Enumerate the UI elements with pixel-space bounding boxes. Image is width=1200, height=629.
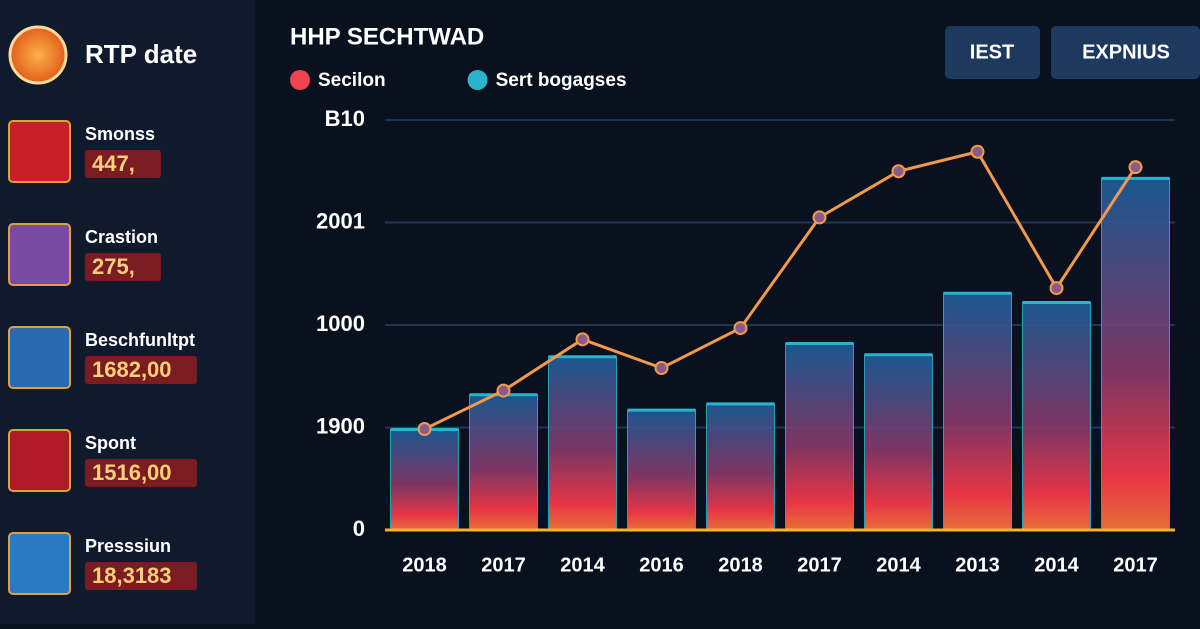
item-name: Smonss — [85, 124, 155, 144]
item-icon — [8, 326, 71, 389]
y-tick-label: 1900 — [316, 413, 365, 438]
item-value-box — [85, 562, 197, 590]
item-value-box — [85, 356, 197, 384]
legend-marker — [290, 70, 310, 90]
x-tick-label: 2014 — [560, 554, 605, 576]
x-tick-label: 2016 — [639, 554, 684, 576]
item-value: 447, — [92, 151, 135, 176]
x-tick-label: 2017 — [797, 554, 842, 576]
item-icon — [8, 532, 71, 595]
bar — [785, 342, 854, 531]
line-point — [417, 422, 432, 437]
sidebar — [0, 0, 255, 624]
item-name: Spont — [85, 433, 136, 453]
item-name: Presssiun — [85, 536, 171, 556]
y-tick-label: 1000 — [316, 311, 365, 336]
item-value: 18,3183 — [92, 563, 172, 588]
line-point — [496, 383, 511, 398]
line — [423, 150, 1137, 431]
item-name: Crastion — [85, 227, 158, 247]
chart-title: HHP SECHTWAD — [290, 23, 484, 50]
bar — [864, 354, 933, 531]
line-point — [970, 144, 985, 159]
line-point — [1128, 160, 1143, 175]
item-value: 1682,00 — [92, 357, 172, 382]
x-tick-label: 2014 — [1034, 554, 1079, 576]
bar — [1022, 301, 1091, 531]
line-point — [812, 210, 827, 225]
item-icon — [8, 120, 71, 183]
item-value: 1516,00 — [92, 460, 172, 485]
x-tick-label: 2018 — [718, 554, 763, 576]
line-point — [733, 321, 748, 336]
item-value: 275, — [92, 254, 135, 279]
bar — [390, 429, 459, 531]
line-point — [575, 332, 590, 347]
bar — [548, 356, 617, 531]
logo — [8, 25, 68, 85]
item-value-box — [85, 150, 161, 178]
sidebar-title: RTP date — [85, 39, 197, 69]
item-value-box — [85, 253, 161, 281]
bar — [627, 409, 696, 531]
line-point — [891, 164, 906, 179]
bar — [1101, 177, 1170, 531]
x-tick-label: 2017 — [481, 554, 526, 576]
legend-label: Sert bogagses — [496, 70, 627, 91]
item-value-box — [85, 459, 197, 487]
legend-label: Secilon — [318, 70, 386, 91]
button[interactable] — [945, 26, 1040, 79]
bar — [943, 292, 1012, 531]
x-tick-label: 2013 — [955, 554, 1000, 576]
item-name: Beschfunltpt — [85, 330, 195, 350]
item-icon — [8, 223, 71, 286]
x-tick-label: 2017 — [1113, 554, 1158, 576]
x-tick-label: 2014 — [876, 554, 921, 576]
item-icon — [8, 429, 71, 492]
legend-marker — [467, 70, 488, 90]
y-tick-label: B10 — [325, 106, 365, 131]
button[interactable] — [1051, 26, 1200, 79]
x-tick-label: 2018 — [402, 554, 447, 576]
line-point — [1049, 281, 1064, 296]
y-tick-label: 0 — [353, 516, 365, 541]
button-label[interactable]: IEST — [970, 41, 1014, 63]
bar — [469, 394, 538, 531]
y-tick-label: 2001 — [316, 208, 365, 233]
line-point — [654, 361, 669, 376]
button-label[interactable]: EXPNIUS — [1082, 41, 1170, 63]
bar — [706, 403, 775, 531]
